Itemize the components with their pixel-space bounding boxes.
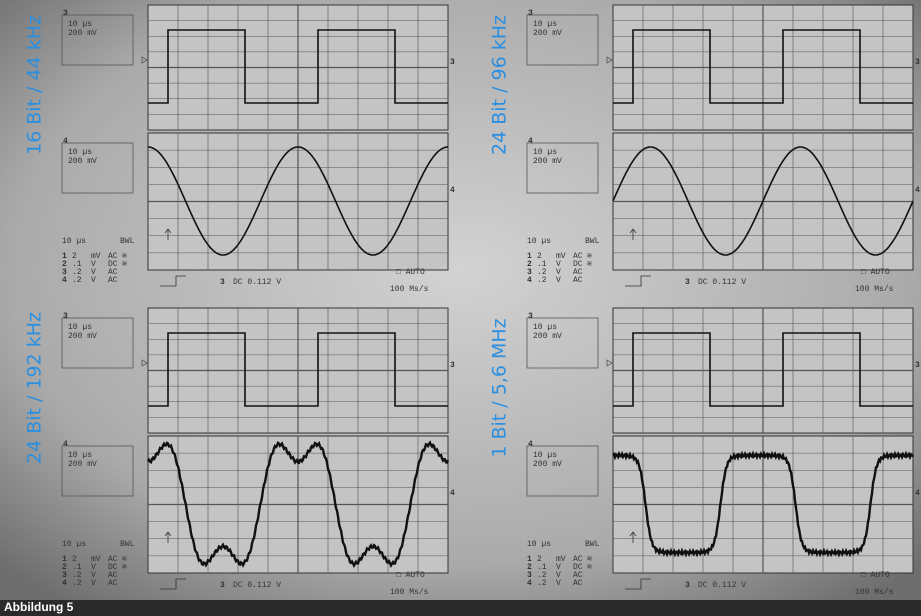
trace-marker: 4 [450, 489, 455, 498]
channel-volt: 200 mV [533, 157, 562, 166]
channel-time: 10 µs [68, 20, 92, 29]
channel-scale: .2 [72, 579, 82, 588]
trace-marker: 4 [915, 186, 920, 195]
channel-id: 3 [63, 9, 68, 18]
channel-time: 10 µs [68, 148, 92, 157]
bwl: BWL [585, 237, 600, 246]
trigger-level: DC 0.112 V [233, 581, 281, 590]
panel-label: 24 Bit / 192 kHz [24, 312, 46, 464]
trigger-channel: 3 [685, 581, 690, 590]
channel-coupling: AC [108, 276, 118, 285]
channel-time: 10 µs [533, 20, 557, 29]
panel-label: 1 Bit / 5,6 MHz [489, 318, 511, 457]
trigger-level: DC 0.112 V [698, 581, 746, 590]
channel-number: 4 [62, 276, 67, 285]
channel-id: 3 [528, 312, 533, 321]
trace-marker: 4 [915, 489, 920, 498]
channel-bw: ≋ [587, 563, 592, 572]
channel-scale: .2 [537, 276, 547, 285]
channel-id: 4 [63, 137, 68, 146]
timebase: 10 µs [527, 237, 551, 246]
channel-unit: V [556, 276, 561, 285]
trace-marker: 3 [915, 58, 920, 67]
channel-bw: ≋ [122, 260, 127, 269]
footer-bar [0, 600, 921, 616]
figure: Abbildung 5 16 Bit / 44 kHz310 µs200 mV4… [0, 0, 921, 616]
trigger-channel: 3 [685, 278, 690, 287]
channel-time: 10 µs [533, 148, 557, 157]
channel-volt: 200 mV [68, 332, 97, 341]
trigger-channel: 3 [220, 278, 225, 287]
channel-id: 4 [528, 137, 533, 146]
bwl: BWL [120, 540, 135, 549]
channel-number: 4 [62, 579, 67, 588]
channel-time: 10 µs [533, 323, 557, 332]
trigger-mode: □ AUTO [396, 571, 425, 580]
channel-bw: ≋ [122, 563, 127, 572]
channel-unit: V [91, 579, 96, 588]
channel-time: 10 µs [68, 451, 92, 460]
channel-coupling: AC [573, 579, 583, 588]
trigger-mode: □ AUTO [396, 268, 425, 277]
channel-volt: 200 mV [68, 460, 97, 469]
channel-id: 3 [528, 9, 533, 18]
sample-rate: 100 Ms/s [855, 285, 894, 294]
trace-marker: 4 [450, 186, 455, 195]
channel-coupling: AC [108, 579, 118, 588]
sample-rate: 100 Ms/s [855, 588, 894, 597]
channel-bw: ≋ [587, 260, 592, 269]
channel-number: 4 [527, 276, 532, 285]
channel-unit: V [91, 276, 96, 285]
sample-rate: 100 Ms/s [390, 285, 429, 294]
timebase: 10 µs [527, 540, 551, 549]
channel-time: 10 µs [68, 323, 92, 332]
channel-scale: .2 [72, 276, 82, 285]
channel-id: 3 [63, 312, 68, 321]
channel-volt: 200 mV [68, 29, 97, 38]
channel-coupling: AC [573, 276, 583, 285]
timebase: 10 µs [62, 540, 86, 549]
channel-id: 4 [63, 440, 68, 449]
channel-time: 10 µs [533, 451, 557, 460]
bwl: BWL [120, 237, 135, 246]
bwl: BWL [585, 540, 600, 549]
channel-unit: V [556, 579, 561, 588]
caption: Abbildung 5 [4, 600, 74, 614]
trigger-channel: 3 [220, 581, 225, 590]
panel-label: 16 Bit / 44 kHz [24, 15, 46, 155]
trigger-mode: □ AUTO [861, 268, 890, 277]
channel-number: 4 [527, 579, 532, 588]
channel-scale: .2 [537, 579, 547, 588]
sample-rate: 100 Ms/s [390, 588, 429, 597]
trigger-mode: □ AUTO [861, 571, 890, 580]
trigger-level: DC 0.112 V [698, 278, 746, 287]
trace-marker: 3 [450, 361, 455, 370]
channel-volt: 200 mV [533, 332, 562, 341]
trace-marker: 3 [915, 361, 920, 370]
panel-label: 24 Bit / 96 kHz [489, 15, 511, 155]
channel-volt: 200 mV [533, 29, 562, 38]
trace-marker: 3 [450, 58, 455, 67]
channel-volt: 200 mV [533, 460, 562, 469]
channel-id: 4 [528, 440, 533, 449]
timebase: 10 µs [62, 237, 86, 246]
channel-volt: 200 mV [68, 157, 97, 166]
trigger-level: DC 0.112 V [233, 278, 281, 287]
